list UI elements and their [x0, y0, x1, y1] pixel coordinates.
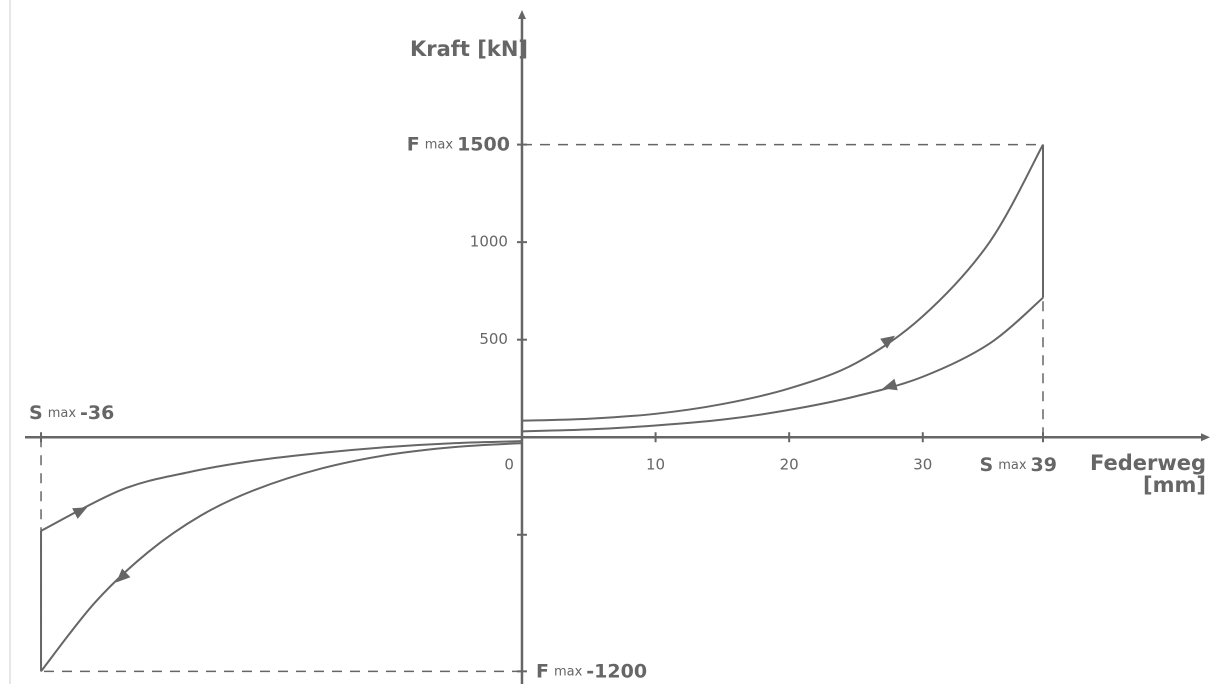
- limit-prefix: F: [407, 133, 420, 155]
- x-axis-label: Federweg [mm]: [1089, 451, 1206, 497]
- curve: [40, 440, 523, 532]
- y-tick-label: 1000: [470, 233, 508, 251]
- x-tick-label: 20: [780, 456, 799, 474]
- y-axis-label: Kraft [kN]: [410, 37, 528, 61]
- direction-arrow: [880, 335, 896, 349]
- limit-value: -36: [80, 402, 114, 424]
- limit-prefix: S: [980, 454, 994, 476]
- limit-value: 39: [1031, 454, 1057, 476]
- y-tick-label: 500: [479, 330, 508, 348]
- limit-sub: max: [425, 137, 454, 152]
- direction-arrow: [882, 378, 898, 391]
- limit-sub: max: [998, 458, 1027, 473]
- limit-value: -1200: [586, 660, 647, 682]
- curve: [521, 296, 1044, 433]
- x-tick-label: 0: [504, 456, 514, 474]
- curve: [40, 442, 523, 672]
- limit-value: 1500: [457, 133, 510, 155]
- limit-prefix: F: [536, 660, 549, 682]
- x-tick-label: 10: [646, 456, 665, 474]
- x-tick-label: 30: [913, 456, 932, 474]
- curve: [521, 144, 1044, 422]
- limit-sub: max: [554, 664, 583, 679]
- y-axis-arrow: [517, 10, 526, 19]
- x-axis-arrow: [1201, 433, 1210, 442]
- limit-prefix: S: [29, 402, 43, 424]
- direction-arrow: [116, 568, 131, 583]
- limit-sub: max: [48, 406, 77, 421]
- direction-arrow: [72, 507, 88, 519]
